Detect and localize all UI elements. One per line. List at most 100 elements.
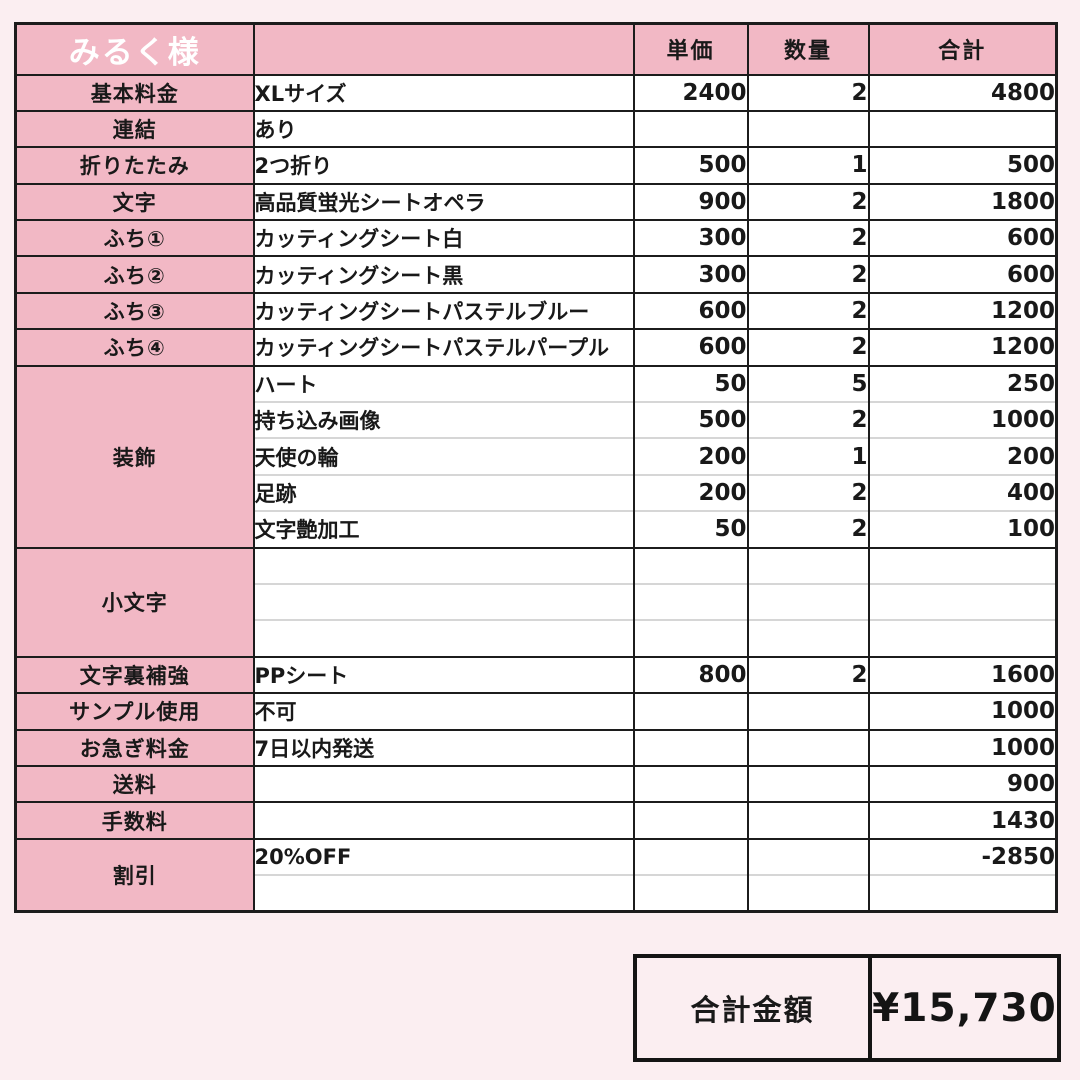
grand-total-amount: ¥15,730 — [872, 985, 1057, 1031]
table-row: サンプル使用 不可 1000 — [14, 692, 1058, 730]
grand-total-box: 合計金額 ¥15,730 — [633, 954, 1061, 1062]
desc-cell: カッティングシート黒 — [252, 255, 635, 293]
desc-cell: カッティングシートパステルパープル — [252, 328, 635, 366]
unit-price-cell — [632, 582, 749, 621]
unit-price-cell — [632, 837, 749, 876]
section-label: お急ぎ料金 — [14, 728, 255, 766]
quantity-cell: 2 — [746, 219, 870, 257]
unit-price-cell: 600 — [632, 291, 749, 330]
quantity-cell: 1 — [746, 146, 870, 184]
total-cell: 600 — [867, 219, 1058, 257]
column-header-total: 合計 — [867, 23, 1058, 75]
column-header-item — [252, 23, 635, 75]
desc-cell: 文字艶加工 — [252, 510, 635, 548]
table-row: 持ち込み画像 500 2 1000 — [16, 401, 1058, 439]
table-row: 連結 あり — [14, 109, 1058, 148]
section-label: 小文字 — [14, 546, 255, 657]
total-cell — [867, 109, 1058, 148]
table-row: ふち④ カッティングシートパステルパープル 600 2 1200 — [14, 328, 1058, 366]
column-header-unit-price: 単価 — [632, 23, 749, 75]
desc-cell — [252, 619, 635, 657]
total-cell: 500 — [867, 146, 1058, 184]
quantity-cell — [746, 801, 870, 839]
quantity-cell — [746, 874, 870, 912]
desc-cell: 20%OFF — [252, 837, 635, 876]
quantity-cell: 2 — [746, 291, 870, 330]
total-cell: 1000 — [867, 728, 1058, 766]
section-label: ふち③ — [14, 291, 255, 330]
table-row: 手数料 1430 — [14, 801, 1058, 839]
table-row: 文字裏補強 PPシート 800 2 1600 — [14, 655, 1058, 694]
desc-cell: あり — [252, 109, 635, 148]
quantity-cell: 2 — [746, 182, 870, 221]
total-cell — [867, 874, 1058, 912]
total-cell: 1430 — [867, 801, 1058, 839]
table-row: ふち② カッティングシート黒 300 2 600 — [14, 255, 1058, 293]
section-label: ふち② — [14, 255, 255, 293]
quantity-cell: 2 — [746, 73, 870, 111]
total-cell: 1200 — [867, 328, 1058, 366]
table-row — [16, 582, 1058, 621]
table-row: 文字 高品質蛍光シートオペラ 900 2 1800 — [14, 182, 1058, 221]
total-cell: 1200 — [867, 291, 1058, 330]
desc-cell: 7日以内発送 — [252, 728, 635, 766]
desc-cell — [252, 801, 635, 839]
total-cell: 100 — [867, 510, 1058, 548]
desc-cell: 2つ折り — [252, 146, 635, 184]
section-label: サンプル使用 — [14, 692, 255, 730]
desc-cell: 不可 — [252, 692, 635, 730]
section-label: 折りたたみ — [14, 146, 255, 184]
total-cell: 250 — [867, 364, 1058, 403]
quantity-cell: 2 — [746, 328, 870, 366]
quantity-cell: 1 — [746, 437, 870, 475]
desc-cell: 持ち込み画像 — [252, 401, 635, 439]
total-cell: 600 — [867, 255, 1058, 293]
unit-price-cell: 200 — [632, 437, 749, 475]
section-label: 連結 — [14, 109, 255, 148]
desc-cell — [252, 874, 635, 912]
total-cell: 400 — [867, 473, 1058, 512]
unit-price-cell — [632, 801, 749, 839]
table-row: お急ぎ料金 7日以内発送 1000 — [14, 728, 1058, 766]
total-cell: 1000 — [867, 692, 1058, 730]
unit-price-cell: 900 — [632, 182, 749, 221]
total-cell: 1000 — [867, 401, 1058, 439]
total-cell: 1800 — [867, 182, 1058, 221]
section-label: 文字 — [14, 182, 255, 221]
unit-price-cell — [632, 764, 749, 803]
column-header-quantity: 数量 — [746, 23, 870, 75]
table-row: 基本料金 XLサイズ 2400 2 4800 — [14, 73, 1058, 111]
desc-cell: PPシート — [252, 655, 635, 694]
grand-total-label: 合計金額 — [637, 958, 872, 1058]
desc-cell: カッティングシート白 — [252, 219, 635, 257]
desc-cell: カッティングシートパステルブルー — [252, 291, 635, 330]
total-cell: 1600 — [867, 655, 1058, 694]
unit-price-cell: 50 — [632, 364, 749, 403]
total-cell — [867, 546, 1058, 584]
unit-price-cell: 50 — [632, 510, 749, 548]
table-row: 割引 20%OFF -2850 — [14, 837, 1058, 912]
table-row: 折りたたみ 2つ折り 500 1 500 — [14, 146, 1058, 184]
unit-price-cell: 600 — [632, 328, 749, 366]
table-row: 小文字 — [14, 546, 1058, 657]
quantity-cell: 2 — [746, 510, 870, 548]
desc-cell: 高品質蛍光シートオペラ — [252, 182, 635, 221]
section-label: 装飾 — [14, 364, 255, 548]
unit-price-cell: 200 — [632, 473, 749, 512]
total-cell: 900 — [867, 764, 1058, 803]
table-row: 装飾 ハート 50 5 250 — [14, 364, 1058, 548]
price-table: みるく様 単価 数量 合計 基本料金 XLサイズ 2400 2 4800 連結 あり 折りたた… — [14, 22, 1058, 913]
table-row: 天使の輪 200 1 200 — [16, 437, 1058, 475]
unit-price-cell: 2400 — [632, 73, 749, 111]
desc-cell: 足跡 — [252, 473, 635, 512]
table-row: 送料 900 — [14, 764, 1058, 803]
table-row: 文字艶加工 50 2 100 — [16, 510, 1058, 548]
section-label: ふち④ — [14, 328, 255, 366]
desc-cell: ハート — [252, 364, 635, 403]
quantity-cell: 2 — [746, 473, 870, 512]
table-row: ふち① カッティングシート白 300 2 600 — [14, 219, 1058, 257]
quantity-cell: 2 — [746, 655, 870, 694]
table-row — [16, 874, 1058, 912]
desc-cell: 天使の輪 — [252, 437, 635, 475]
